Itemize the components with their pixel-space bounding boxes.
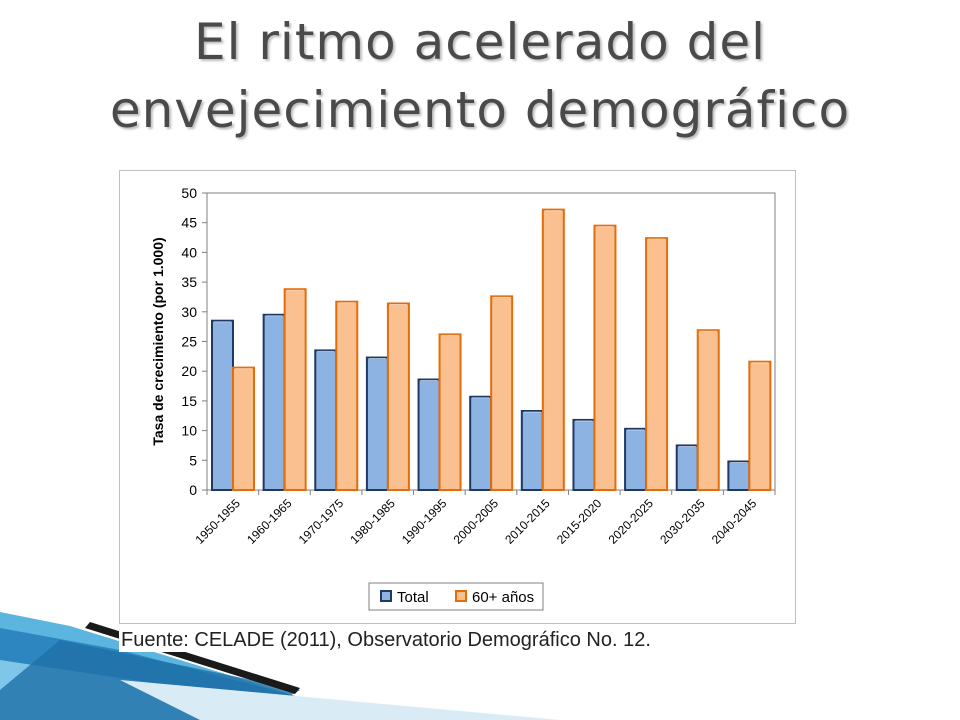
y-tick-label: 25 xyxy=(181,334,197,350)
bar-60plus xyxy=(232,366,255,491)
x-tick-label: 1980-1985 xyxy=(347,496,398,547)
slide-title: El ritmo acelerado del envejecimiento de… xyxy=(40,8,920,144)
x-tick-label: 1990-1995 xyxy=(399,496,450,547)
x-tick-label: 2010-2015 xyxy=(502,496,553,547)
bar-total xyxy=(675,444,699,492)
bar-total xyxy=(727,460,751,492)
x-tick-label: 1970-1975 xyxy=(296,496,347,547)
legend-label-total: Total xyxy=(397,589,429,606)
bar-total xyxy=(624,427,648,491)
x-tick-label: 2020-2025 xyxy=(606,496,657,547)
y-tick-label: 50 xyxy=(181,185,197,201)
bar-60plus xyxy=(335,300,359,491)
bar-60plus xyxy=(283,288,307,491)
y-tick-label: 10 xyxy=(181,423,197,439)
bar-total xyxy=(469,395,493,492)
y-tick-label: 0 xyxy=(189,482,197,498)
y-tick-label: 45 xyxy=(181,215,197,231)
x-tick-label: 1950-1955 xyxy=(192,496,243,547)
bar-total xyxy=(314,349,338,491)
bar-60plus xyxy=(645,237,669,491)
x-tick-label: 2015-2020 xyxy=(554,496,605,547)
y-tick-label: 15 xyxy=(181,393,197,409)
bar-60plus xyxy=(386,302,410,491)
x-tick-label: 2000-2005 xyxy=(451,496,502,547)
bar-60plus xyxy=(490,295,514,491)
y-tick-label: 35 xyxy=(181,274,197,290)
bar-60plus xyxy=(438,333,462,491)
bar-total xyxy=(365,356,389,491)
slide-title-line-2: envejecimiento demográfico xyxy=(109,81,851,139)
bar-total xyxy=(211,319,234,491)
bar-total xyxy=(262,313,286,491)
x-tick-label: 2030-2035 xyxy=(657,496,708,547)
bar-60plus xyxy=(696,329,720,491)
legend-swatch-total xyxy=(380,590,392,602)
source-note: Fuente: CELADE (2011), Observatorio Demo… xyxy=(119,629,653,652)
y-tick-label: 30 xyxy=(181,304,197,320)
bar-total xyxy=(417,378,441,492)
bar-60plus xyxy=(593,224,617,491)
bar-total xyxy=(572,418,596,492)
chart-frame: 0 5 10 15 20 25 30 35 40 45 50 Tasa de crecimiento … xyxy=(119,170,796,624)
bar-total xyxy=(520,409,544,491)
y-tick-label: 20 xyxy=(181,363,197,379)
bar-chart: 0 5 10 15 20 25 30 35 40 45 50 Tasa de crecimiento … xyxy=(150,185,776,611)
y-tick-label: 5 xyxy=(189,452,197,468)
x-tick-label: 2040-2045 xyxy=(709,496,760,547)
bar-60plus xyxy=(541,208,565,492)
y-axis-title: Tasa de crecimiento (por 1.000) xyxy=(150,237,166,445)
y-tick-label: 40 xyxy=(181,244,197,260)
legend-label-60plus: 60+ años xyxy=(472,589,534,606)
slide-title-line-1: El ritmo acelerado del xyxy=(194,13,766,71)
bar-60plus xyxy=(748,360,772,491)
legend-swatch-60plus xyxy=(455,590,467,602)
x-tick-label: 1960-1965 xyxy=(244,496,295,547)
